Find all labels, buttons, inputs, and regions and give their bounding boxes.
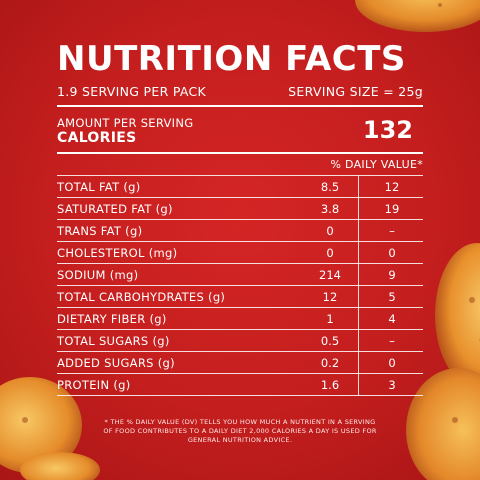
nutrient-daily-value: 0 (388, 356, 396, 370)
potato-chip-right-image (435, 243, 480, 387)
nutrient-name: TOTAL FAT (g) (57, 180, 141, 194)
nutrient-daily-value: 12 (384, 180, 400, 194)
nutrient-name: TOTAL SUGARS (g) (57, 334, 170, 348)
nutrition-facts-title: NUTRITION FACTS (57, 39, 406, 79)
nutrient-row-saturated-fat: SATURATED FAT (g) 3.8 19 (57, 198, 423, 220)
nutrient-name: SODIUM (mg) (57, 268, 139, 282)
calories-value: 132 (362, 116, 413, 144)
nutrient-row-total-sugars: TOTAL SUGARS (g) 0.5 – (57, 330, 423, 352)
nutrient-name: CHOLESTEROL (mg) (57, 246, 178, 260)
nutrient-daily-value: – (389, 334, 395, 348)
nutrient-row-total-fat: TOTAL FAT (g) 8.5 12 (57, 176, 423, 198)
calories-label: CALORIES (57, 130, 137, 146)
nutrient-name: ADDED SUGARS (g) (57, 356, 175, 370)
nutrient-value: 0 (326, 224, 334, 238)
nutrient-name: TOTAL CARBOHYDRATES (g) (57, 290, 226, 304)
nutrient-row-total-carbohydrates: TOTAL CARBOHYDRATES (g) 12 5 (57, 286, 423, 308)
nutrient-value: 12 (322, 290, 338, 304)
nutrient-value: 0 (326, 246, 334, 260)
potato-chip-top-right-image (355, 0, 480, 32)
daily-value-header: % DAILY VALUE* (330, 158, 423, 171)
nutrient-name: SATURATED FAT (g) (57, 202, 173, 216)
amount-per-serving-label: AMOUNT PER SERVING (57, 116, 194, 130)
servings-per-pack: 1.9 SERVING PER PACK (57, 84, 207, 99)
table-top-rule (57, 175, 423, 176)
serving-size: SERVING SIZE = 25g (288, 84, 423, 99)
nutrient-value: 3.8 (320, 202, 340, 216)
nutrient-row-dietary-fiber: DIETARY FIBER (g) 1 4 (57, 308, 423, 330)
potato-chip-bottom-right-image (406, 368, 480, 480)
nutrient-row-cholesterol: CHOLESTEROL (mg) 0 0 (57, 242, 423, 264)
nutrient-daily-value: 4 (388, 312, 396, 326)
calories-divider (57, 152, 423, 154)
nutrient-daily-value: 0 (388, 246, 396, 260)
nutrient-value: 0.5 (320, 334, 340, 348)
nutrient-row-trans-fat: TRANS FAT (g) 0 – (57, 220, 423, 242)
nutrient-daily-value: 3 (388, 378, 396, 392)
nutrient-daily-value: 5 (388, 290, 396, 304)
nutrient-row-added-sugars: ADDED SUGARS (g) 0.2 0 (57, 352, 423, 374)
header-divider (57, 105, 423, 107)
column-separator (358, 176, 359, 396)
potato-chip-bottom-left-image (0, 377, 100, 480)
nutrient-row-sodium: SODIUM (mg) 214 9 (57, 264, 423, 286)
nutrient-daily-value: 9 (388, 268, 396, 282)
nutrient-name: PROTEIN (g) (57, 378, 131, 392)
nutrient-name: TRANS FAT (g) (57, 224, 143, 238)
nutrient-value: 0.2 (320, 356, 340, 370)
nutrient-value: 1.6 (320, 378, 340, 392)
nutrient-value: 1 (326, 312, 334, 326)
nutrient-row-protein: PROTEIN (g) 1.6 3 (57, 374, 423, 396)
nutrient-value: 8.5 (320, 180, 340, 194)
daily-value-footnote: * THE % DAILY VALUE (DV) TELLS YOU HOW M… (103, 418, 377, 444)
nutrient-value: 214 (319, 268, 341, 282)
nutrient-name: DIETARY FIBER (g) (57, 312, 167, 326)
nutrient-daily-value: – (389, 224, 395, 238)
nutrient-daily-value: 19 (384, 202, 400, 216)
